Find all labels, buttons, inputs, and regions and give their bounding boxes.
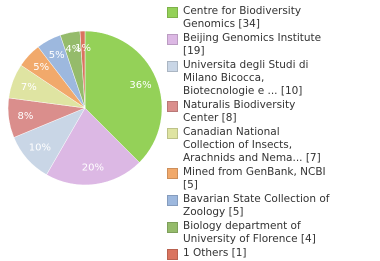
legend-label: Biology department of University of Flor… [183,220,316,245]
legend-swatch [167,61,178,72]
legend-swatch [167,222,178,233]
slice-label: 7% [21,82,37,93]
legend-entry: Universita degli Studi di Milano Bicocca… [165,59,375,98]
legend-swatch [167,101,178,112]
slice-label: 20% [82,163,104,174]
legend-entry: 1 Others [1] [165,247,375,260]
legend-label: Universita degli Studi di Milano Bicocca… [183,59,309,97]
slice-label: 36% [129,80,151,91]
legend-swatch [167,168,178,179]
page: 36% 20% 10% 8% 7% 5% 5% 4% 1% Centre for Biodive… [7,5,330,260]
legend-entry: Centre for Biodiversity Genomics [34] [165,5,375,31]
legend-label: Mined from GenBank, NCBI [5] [183,166,326,191]
legend-label: Canadian National Collection of Insects,… [183,126,321,164]
legend: Centre for Biodiversity Genomics [34] Bei… [165,5,375,261]
slice-label: 5% [33,62,49,73]
pie-slice [79,30,86,109]
legend-entry: Naturalis Biodiversity Center [8] [165,99,375,125]
legend-label: Centre for Biodiversity Genomics [34] [183,5,302,30]
slice-label: 10% [29,143,51,154]
slice-label: 4% [65,44,81,55]
legend-swatch [167,249,178,260]
legend-swatch [167,128,178,139]
legend-label: 1 Others [1] [183,247,247,259]
legend-swatch [167,7,178,18]
legend-swatch [167,195,178,206]
pie-chart: 36%20%10%8%7%5%5%4%1% [7,30,163,186]
slice-label: 8% [18,111,34,122]
legend-swatch [167,34,178,45]
slice-label: 1% [75,43,91,54]
legend-entry: Biology department of University of Flor… [165,220,375,246]
slice-label: 5% [49,50,65,61]
legend-label: Beijing Genomics Institute [19] [183,32,322,57]
legend-label: Bavarian State Collection of Zoology [5] [183,193,330,218]
legend-label: Naturalis Biodiversity Center [8] [183,99,296,124]
pie-slice [46,107,140,186]
pie-slice [84,30,163,163]
legend-entry: Beijing Genomics Institute [19] [165,32,375,58]
legend-entry: Bavarian State Collection of Zoology [5] [165,193,375,219]
legend-entry: Mined from GenBank, NCBI [5] [165,166,375,192]
legend-entry: Canadian National Collection of Insects,… [165,126,375,165]
